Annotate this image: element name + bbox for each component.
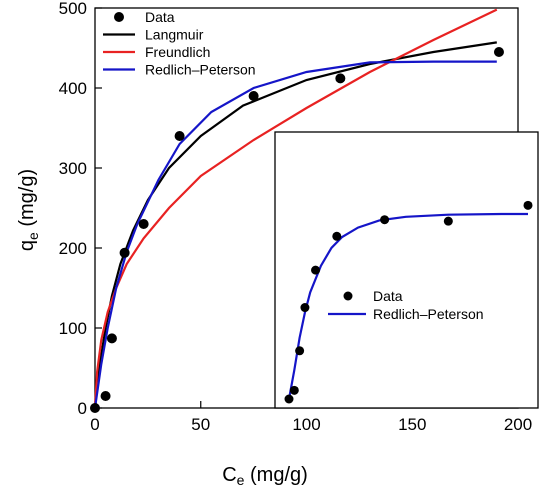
inset-redlich-peterson-curve [287, 212, 528, 400]
legend-label-data: Data [145, 9, 175, 25]
inset-legend-marker-data [343, 291, 353, 301]
inset-data-point [295, 346, 305, 356]
x-tick-label: 50 [191, 415, 210, 434]
y-tick-label: 500 [59, 0, 87, 18]
y-tick-label: 200 [59, 239, 87, 258]
inset-data-point [300, 303, 310, 313]
data-point [100, 391, 111, 401]
x-tick-label: 150 [398, 415, 426, 434]
inset-plot [274, 131, 539, 409]
y-tick-label: 300 [59, 159, 87, 178]
legend-label-redlich-peterson: Redlich–Peterson [145, 62, 256, 78]
y-axis-label: qe (mg/g) [16, 169, 41, 251]
data-point [138, 219, 149, 229]
inset-data-point [443, 216, 453, 226]
inset-legend-label-data: Data [373, 288, 403, 304]
data-point [106, 333, 117, 344]
x-axis-label: Ce (mg/g) [222, 464, 308, 488]
x-tick-label: 100 [292, 415, 320, 434]
legend-marker-data [114, 12, 124, 22]
legend-label-freundlich: Freundlich [145, 44, 210, 60]
main-plot: 0 100 200 300 400 500 0 50 100 150 200 [59, 0, 533, 434]
inset-data-point [380, 215, 390, 225]
inset-legend: Data Redlich–Peterson [328, 288, 484, 322]
inset-data-point [311, 265, 321, 275]
y-tick-label: 100 [59, 319, 87, 338]
legend-label-langmuir: Langmuir [145, 27, 204, 43]
x-tick-label: 0 [90, 415, 99, 434]
freundlich-curve [93, 8, 498, 409]
data-point [119, 247, 130, 258]
langmuir-curve [93, 41, 497, 409]
data-point [90, 403, 100, 413]
x-tick-label: 200 [504, 415, 532, 434]
y-tick-label: 0 [78, 399, 87, 418]
data-point [174, 131, 185, 141]
data-point [248, 91, 259, 101]
data-point [493, 47, 504, 57]
redlich-peterson-curve [93, 60, 497, 409]
inset-data-point [289, 385, 299, 395]
inset-data-point [332, 231, 342, 241]
y-tick-label: 400 [59, 79, 87, 98]
data-point [335, 73, 346, 84]
inset-data-point [284, 394, 294, 404]
inset-legend-label-redlich-peterson: Redlich–Peterson [373, 306, 484, 322]
inset-data-point [523, 200, 533, 210]
